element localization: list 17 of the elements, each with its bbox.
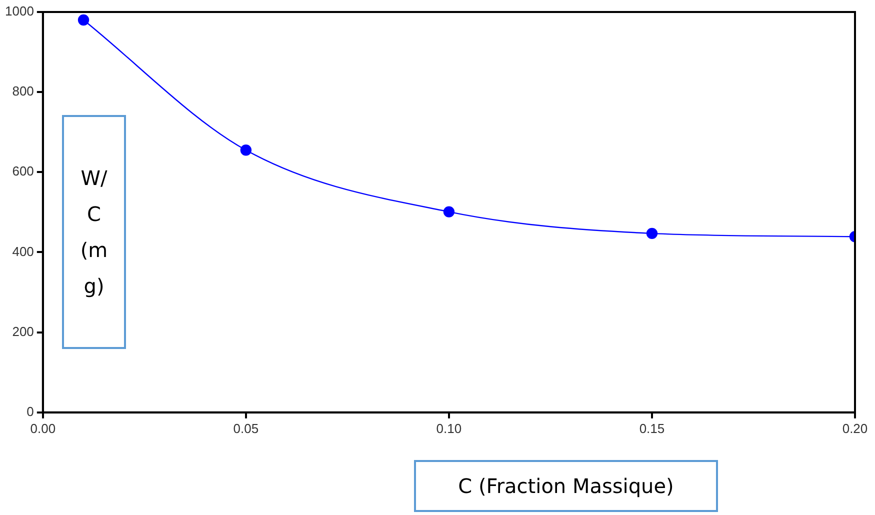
y-tick-label: 800 bbox=[12, 84, 34, 99]
y-tick-label: 200 bbox=[12, 324, 34, 339]
point bbox=[646, 228, 658, 240]
y-tick-label: 400 bbox=[12, 244, 34, 259]
point bbox=[78, 14, 90, 26]
x-tick-label: 0.00 bbox=[30, 420, 56, 436]
point bbox=[240, 144, 252, 156]
x-tick-label: 0.10 bbox=[436, 420, 462, 436]
y-tick-label: 1000 bbox=[5, 4, 34, 19]
y-tick-label: 0 bbox=[26, 404, 34, 419]
x-tick-label: 0.20 bbox=[842, 420, 868, 436]
y-tick-label: 600 bbox=[12, 164, 34, 179]
point bbox=[443, 206, 455, 218]
x-tick-label: 0.15 bbox=[639, 420, 665, 436]
x-tick-label: 0.05 bbox=[233, 420, 259, 436]
x-axis-title: C (Fraction Massique) bbox=[414, 460, 718, 512]
y-axis-title: W/C (mg) bbox=[79, 165, 109, 300]
